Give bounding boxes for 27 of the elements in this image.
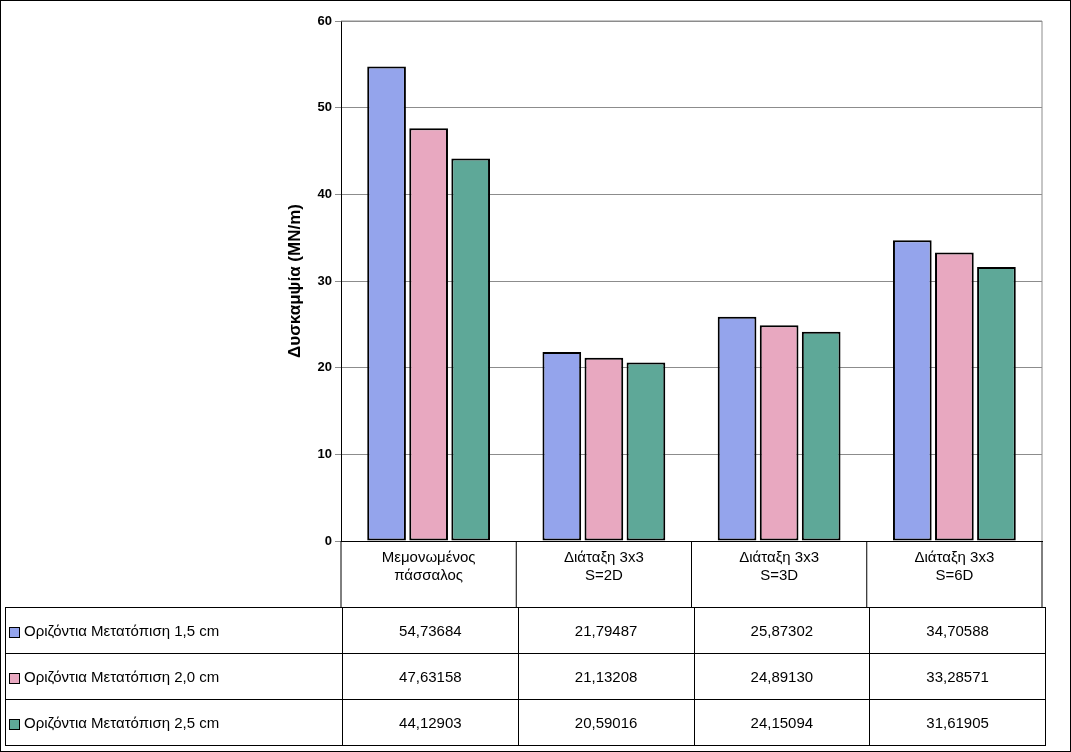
data-label: 33,28571 [869, 653, 1046, 700]
y-tick-label: 50 [317, 99, 332, 115]
data-label: 31,61905 [869, 699, 1046, 746]
legend-label: Οριζόντια Μετατόπιση 2,0 cm [24, 668, 220, 685]
data-label: 47,63158 [342, 653, 519, 700]
legend-label: Οριζόντια Μετατόπιση 1,5 cm [24, 622, 220, 639]
data-label: 21,13208 [518, 653, 694, 700]
data-label: 44,12903 [342, 699, 519, 746]
y-tick-label: 40 [317, 185, 332, 201]
y-tick-label: 20 [317, 359, 332, 375]
legend-label: Οριζόντια Μετατόπιση 2,5 cm [24, 714, 220, 731]
x-tick-label: Μεμονωμένος πάσσαλος [381, 548, 476, 584]
y-tick-label: 10 [317, 445, 332, 461]
data-label: 24,15094 [694, 699, 870, 746]
data-label: 20,59016 [518, 699, 694, 746]
y-axis-title: Δυσκαμψία (MN/m) [284, 204, 304, 358]
data-label: 24,89130 [694, 653, 870, 700]
y-tick-label: 0 [324, 532, 332, 548]
data-label: 54,73684 [342, 607, 519, 654]
y-tick-label: 30 [317, 272, 332, 288]
x-tick-label: Διάταξη 3x3 S=3D [739, 548, 820, 584]
y-tick-label: 60 [317, 12, 332, 28]
data-label: 25,87302 [694, 607, 870, 654]
x-tick-label: Διάταξη 3x3 S=2D [563, 548, 644, 584]
data-label: 34,70588 [869, 607, 1046, 654]
data-label: 21,79487 [518, 607, 694, 654]
x-tick-label: Διάταξη 3x3 S=6D [914, 548, 995, 584]
